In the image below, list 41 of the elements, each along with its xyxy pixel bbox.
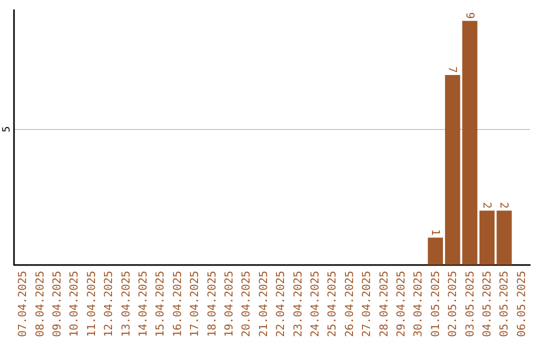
x-tick-label: 09.04.2025 [50, 270, 64, 338]
x-tick-label: 14.04.2025 [136, 270, 150, 338]
data-label: 9 [463, 12, 476, 19]
x-tick-label: 03.05.2025 [463, 270, 476, 338]
x-tick-label: 10.04.2025 [68, 270, 81, 338]
x-tick-label: 20.04.2025 [240, 270, 253, 338]
x-tick-label: 13.04.2025 [119, 270, 132, 338]
x-tick-label: 07.04.2025 [16, 270, 30, 338]
x-tick-label: 05.05.2025 [498, 270, 511, 338]
data-label: 7 [446, 66, 460, 74]
x-tick-label: 17.04.2025 [188, 270, 202, 338]
bar [445, 75, 460, 265]
x-tick-label: 25.04.2025 [326, 270, 339, 338]
x-tick-label: 12.04.2025 [102, 270, 116, 338]
x-tick-label: 22.04.2025 [274, 270, 288, 338]
x-tick-label: 16.04.2025 [170, 270, 184, 338]
x-tick-label: 01.05.2025 [428, 270, 442, 338]
data-label: 2 [480, 202, 494, 209]
bar [428, 238, 443, 265]
bar [496, 210, 512, 265]
x-tick-label: 04.05.2025 [480, 270, 494, 338]
x-tick-label: 23.04.2025 [291, 270, 304, 338]
x-tick-label: 08.04.2025 [33, 270, 46, 338]
x-tick-label: 15.04.2025 [154, 270, 167, 338]
x-tick-label: 26.04.2025 [342, 270, 356, 338]
x-tick-label: 11.04.2025 [84, 270, 98, 338]
x-tick-label: 24.04.2025 [308, 270, 322, 338]
x-tick-label: 28.04.2025 [377, 270, 390, 338]
data-label: 1 [428, 229, 442, 236]
x-tick-label: 06.05.2025 [514, 270, 528, 338]
y-tick-label: 5 [2, 126, 12, 132]
x-tick-label: 29.04.2025 [394, 270, 408, 338]
x-tick-label: 30.04.2025 [412, 270, 425, 338]
data-label: 2 [498, 202, 511, 209]
bar [462, 20, 478, 265]
x-tick-label: 19.04.2025 [222, 270, 236, 338]
bar [479, 210, 495, 265]
x-tick-label: 02.05.2025 [446, 270, 460, 338]
x-tick-label: 21.04.2025 [256, 270, 270, 338]
x-tick-label: 18.04.2025 [205, 270, 218, 338]
x-tick-label: 27.04.2025 [360, 270, 374, 338]
